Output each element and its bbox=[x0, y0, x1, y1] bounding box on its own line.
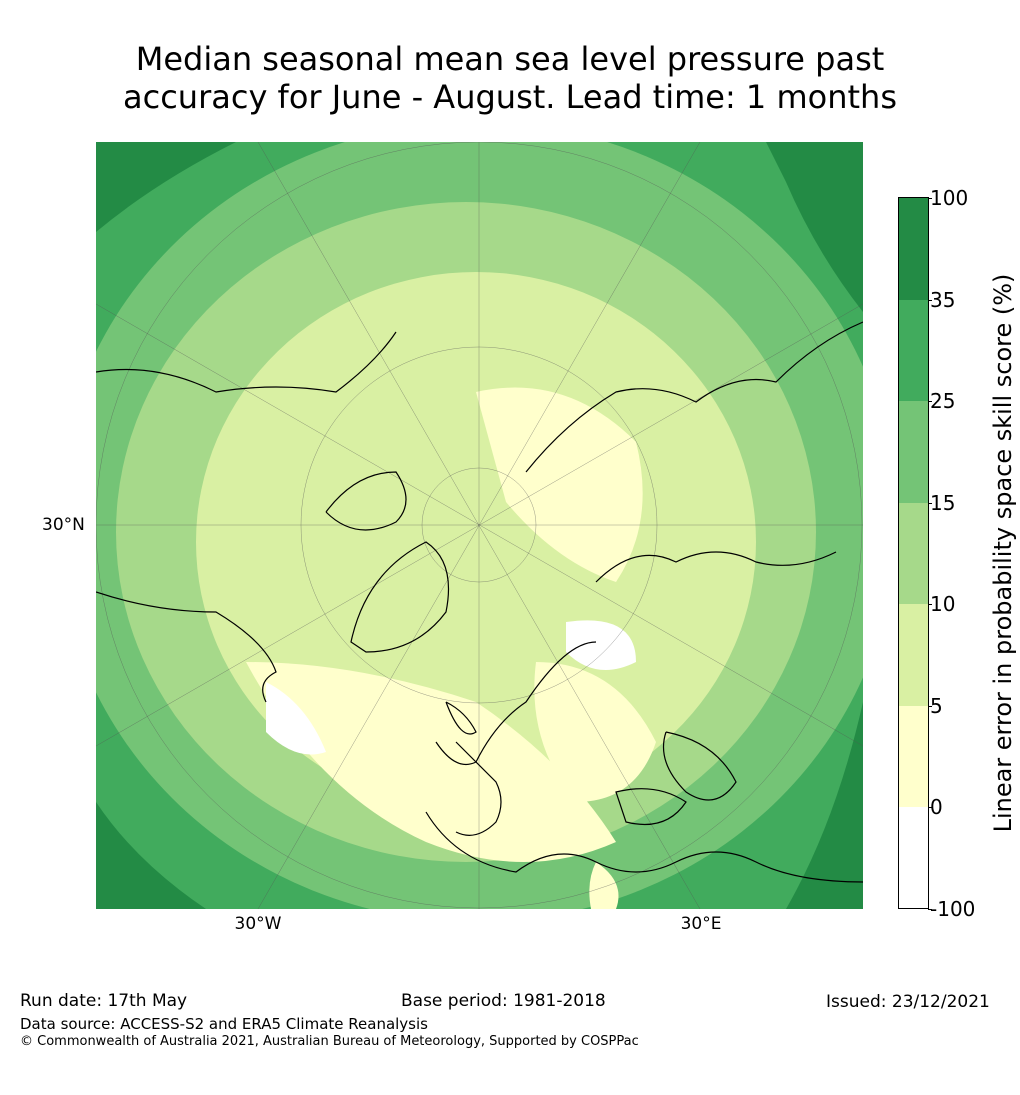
colorbar bbox=[898, 197, 929, 909]
coast-iceland bbox=[445, 701, 477, 735]
lon-label-30w: 30°W bbox=[234, 914, 282, 934]
title-line-1: Median seasonal mean sea level pressure … bbox=[135, 40, 885, 78]
coast-russia-arctic bbox=[595, 551, 837, 583]
colorbar-tick-100: 100 bbox=[927, 186, 969, 210]
zone-top-right-dark bbox=[766, 142, 863, 312]
colorbar-bin-15-25 bbox=[899, 401, 928, 503]
graticule bbox=[96, 142, 863, 909]
colorbar-tick-neg100: -100 bbox=[927, 897, 976, 921]
colorbar-bin-35-100 bbox=[899, 198, 928, 300]
coast-arctic-islands bbox=[325, 471, 407, 531]
footer-base-period: Base period: 1981-2018 bbox=[401, 991, 606, 1011]
footer-data-source: Data source: ACCESS-S2 and ERA5 Climate … bbox=[20, 1015, 428, 1033]
coast-greenland bbox=[350, 541, 449, 653]
zone-very-low-arctic bbox=[476, 387, 643, 582]
zone-very-low-atlantic bbox=[246, 662, 616, 862]
colorbar-label: Linear error in probability space skill … bbox=[989, 273, 1017, 833]
zone-negative-1 bbox=[266, 682, 326, 755]
footer-issued: Issued: 23/12/2021 bbox=[826, 992, 990, 1012]
coast-siberia bbox=[525, 321, 863, 473]
colorbar-tick-5: 5 bbox=[928, 694, 943, 718]
colorbar-bin-5-10 bbox=[899, 604, 928, 706]
coast-caspian bbox=[662, 731, 737, 801]
coast-black-sea bbox=[615, 788, 687, 826]
coastlines bbox=[96, 321, 863, 883]
colorbar-bin-10-15 bbox=[899, 503, 928, 604]
polar-skill-map bbox=[96, 142, 863, 909]
zone-negative-2 bbox=[566, 620, 636, 670]
map-canvas bbox=[96, 142, 863, 909]
lon-label-30e: 30°E bbox=[680, 914, 722, 934]
meridian-60e bbox=[96, 303, 863, 747]
colorbar-bin-neg100-0 bbox=[899, 807, 928, 908]
coast-europe-south bbox=[425, 811, 863, 883]
zone-bottom-left-dark bbox=[96, 802, 206, 909]
coast-hudson bbox=[96, 591, 277, 703]
colorbar-bin-0-5 bbox=[899, 706, 928, 807]
coast-british-isles bbox=[455, 741, 502, 836]
colorbar-tick-0: 0 bbox=[928, 795, 943, 819]
zone-very-low-med bbox=[589, 862, 619, 909]
coast-north-america-north bbox=[96, 331, 397, 393]
colorbar-tick-10: 10 bbox=[927, 592, 956, 616]
zone-very-low-scandinavia bbox=[534, 662, 656, 802]
title-line-2: accuracy for June - August. Lead time: 1… bbox=[123, 78, 897, 116]
lat-label-30n: 30°N bbox=[42, 515, 85, 535]
colorbar-tick-25: 25 bbox=[927, 389, 956, 413]
zone-bottom-right-dark bbox=[786, 702, 863, 909]
coast-scandinavia bbox=[435, 641, 597, 766]
zone-top-left-dark bbox=[96, 142, 236, 232]
colorbar-tick-35: 35 bbox=[927, 288, 956, 312]
colorbar-tick-15: 15 bbox=[927, 491, 956, 515]
colorbar-bin-25-35 bbox=[899, 300, 928, 401]
chart-title: Median seasonal mean sea level pressure … bbox=[0, 40, 1020, 116]
footer-copyright: © Commonwealth of Australia 2021, Austra… bbox=[20, 1034, 639, 1049]
footer-run-date: Run date: 17th May bbox=[20, 991, 188, 1011]
